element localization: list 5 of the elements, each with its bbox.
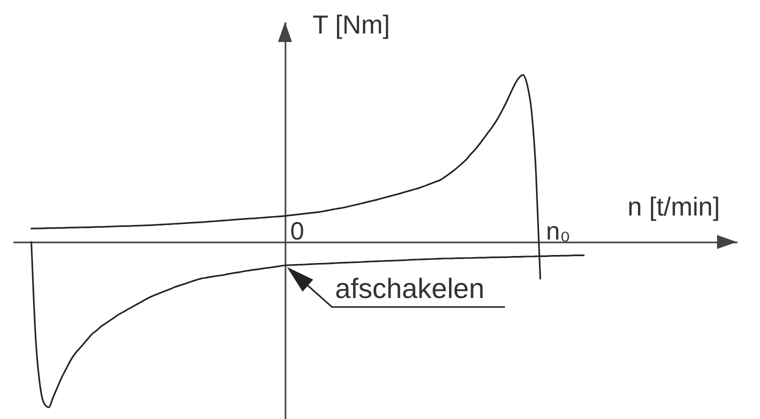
x-tick-label: 0 [290, 217, 304, 246]
x-axis-title: n [t/min] [628, 191, 720, 222]
y-axis-title: T [Nm] [312, 10, 390, 40]
x-tick-label: n₀ [546, 217, 570, 246]
annotation: afschakelen [335, 273, 484, 304]
